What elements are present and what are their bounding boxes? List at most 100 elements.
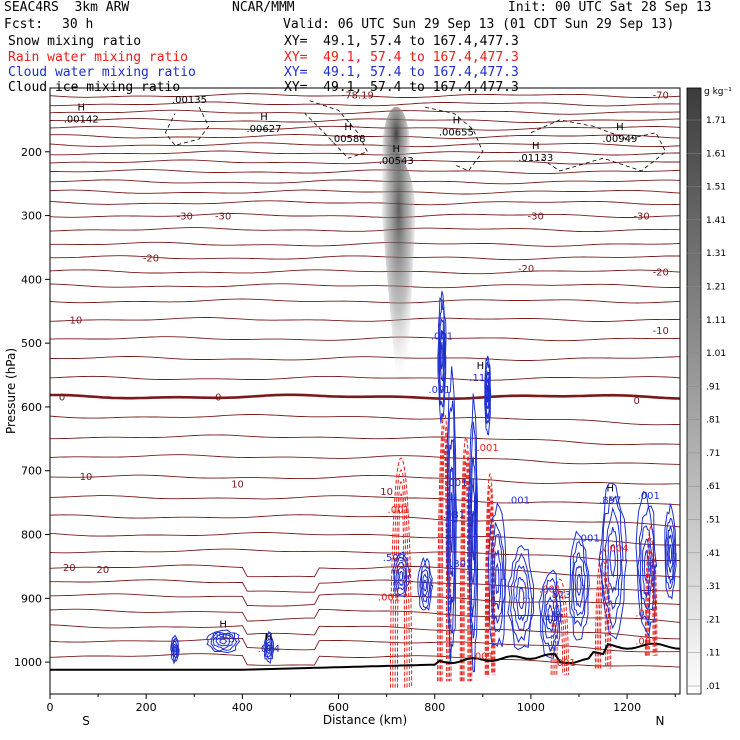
rain-contour [596, 560, 610, 669]
temperature-isoline [50, 393, 681, 400]
rain-label: .001 [539, 585, 561, 596]
snow-plume [381, 126, 416, 407]
temperature-isoline [49, 150, 680, 156]
y-tick-label: 200 [21, 146, 42, 159]
cloud-water-contour [206, 629, 241, 654]
cloud-water-label: .001 [428, 385, 450, 396]
rain-contour [440, 436, 449, 682]
cloud-water-contour [420, 569, 431, 603]
field-xy-rain: XY= 49.1, 57.4 to 167.4,477.3 [284, 50, 519, 65]
cloud-water-contour [601, 495, 624, 630]
high-value-label: .00627 [247, 124, 282, 135]
colorbar-label: 1.61 [706, 149, 726, 159]
temperature-label: -10 [653, 326, 669, 337]
cloud-water-contour [491, 534, 504, 625]
y-tick-label: 600 [21, 401, 42, 414]
x-tick-label: 200 [136, 701, 157, 714]
temperature-isoline [49, 495, 681, 506]
cloud-water-contour [547, 603, 553, 624]
temperature-isoline [49, 200, 681, 206]
cloud-water-contour [448, 466, 455, 577]
high-value-label: .00142 [64, 115, 99, 126]
field-name-snow: Snow mixing ratio [8, 34, 142, 49]
high-value-label: .00135 [172, 95, 207, 106]
cloud-ice-contour [425, 106, 484, 172]
cloud-water-contour [210, 631, 238, 652]
center-label: NCAR/MMM [232, 0, 295, 15]
cloud-water-contour [417, 556, 434, 611]
north-label: N [656, 714, 665, 728]
x-tick-label: 1200 [613, 701, 641, 714]
cloud-water-contour [607, 526, 619, 594]
cloud-water-contour [470, 478, 476, 584]
temperature-isoline [49, 317, 681, 322]
temperature-isoline [49, 283, 680, 289]
temperature-isoline [49, 624, 680, 640]
rain-label: .001 [635, 636, 657, 647]
rain-contour [485, 485, 495, 675]
y-tick-label: 700 [21, 465, 42, 478]
cloud-water-contour [440, 341, 444, 370]
temperature-isoline [50, 169, 681, 175]
cloud-ice-contour [530, 119, 667, 172]
colorbar-label: 1.31 [706, 249, 726, 259]
temperature-label: 0 [634, 396, 640, 407]
rain-label: .004 [606, 543, 628, 554]
colorbar-label: .31 [706, 582, 720, 592]
field-name-rain: Rain water mixing ratio [8, 50, 189, 65]
temperature-label: -78.19 [342, 90, 374, 101]
high-marker-label: H [477, 361, 485, 372]
cloud-water-contour [267, 643, 271, 652]
cloud-water-contour [172, 640, 178, 659]
high-marker-label: H [453, 115, 461, 126]
cloud-water-contours [170, 291, 677, 673]
rain-contour [389, 457, 413, 688]
temperature-isoline [49, 125, 681, 131]
y-tick-label: 400 [21, 273, 42, 286]
contour-labels: -70 -78.19 -30 -30 -30 -30 -20 -20 -20 -10 -10 0 0 0 1… [59, 90, 669, 669]
cloud-water-contour [484, 355, 492, 436]
rain-contour [598, 572, 608, 669]
field-xy-snow: XY= 49.1, 57.4 to 167.4,477.3 [284, 34, 519, 49]
cloud-water-contour [397, 566, 405, 587]
temperature-isoline [49, 159, 680, 165]
cloud-water-contour [571, 540, 589, 628]
cloud-water-contour [398, 570, 404, 582]
cloud-water-contour [665, 517, 676, 590]
temperature-isoline [49, 241, 681, 247]
cloud-water-contour [494, 562, 500, 594]
colorbar-label: .81 [706, 416, 720, 426]
cloud-water-contour [485, 370, 491, 419]
cloud-water-label: .001 [577, 534, 599, 545]
cloud-water-contour [215, 636, 232, 647]
rain-contour [459, 436, 473, 682]
rain-contour [554, 602, 566, 675]
temperature-isoline [50, 434, 681, 446]
init-label: Init: 00 UTC Sat 28 Sep 13 [508, 0, 712, 15]
rain-contour [556, 614, 564, 675]
cloud-water-contour [643, 549, 649, 582]
cloud-water-contour [666, 525, 675, 584]
high-marker-label: H [532, 141, 540, 152]
forecast-hours: 30 h [62, 17, 94, 32]
rain-contour [462, 461, 470, 682]
cloud-water-contour [664, 503, 677, 600]
temperature-isoline [49, 213, 681, 218]
cloud-water-contour [393, 556, 408, 596]
cloud-water-contour [668, 544, 673, 564]
valid-time: Valid: 06 UTC Sun 29 Sep 13 (01 CDT Sun … [283, 17, 675, 32]
cloud-water-contour [212, 633, 235, 650]
field-xy-cloud-water: XY= 49.1, 57.4 to 167.4,477.3 [284, 65, 519, 80]
temperature-isoline [49, 255, 681, 261]
temperature-isoline [49, 514, 681, 528]
temperature-label: -30 [528, 212, 544, 223]
temperature-isoline [49, 548, 681, 562]
x-tick-label: 0 [47, 701, 54, 714]
temperature-isoline [49, 653, 681, 668]
cloud-water-contour [487, 502, 507, 648]
colorbar-label: .71 [706, 449, 720, 459]
rain-contour [441, 449, 448, 682]
y-tick-label: 500 [21, 337, 42, 350]
field-name-cloud-water: Cloud water mixing ratio [8, 65, 196, 80]
cloud-water-contour [173, 645, 177, 654]
